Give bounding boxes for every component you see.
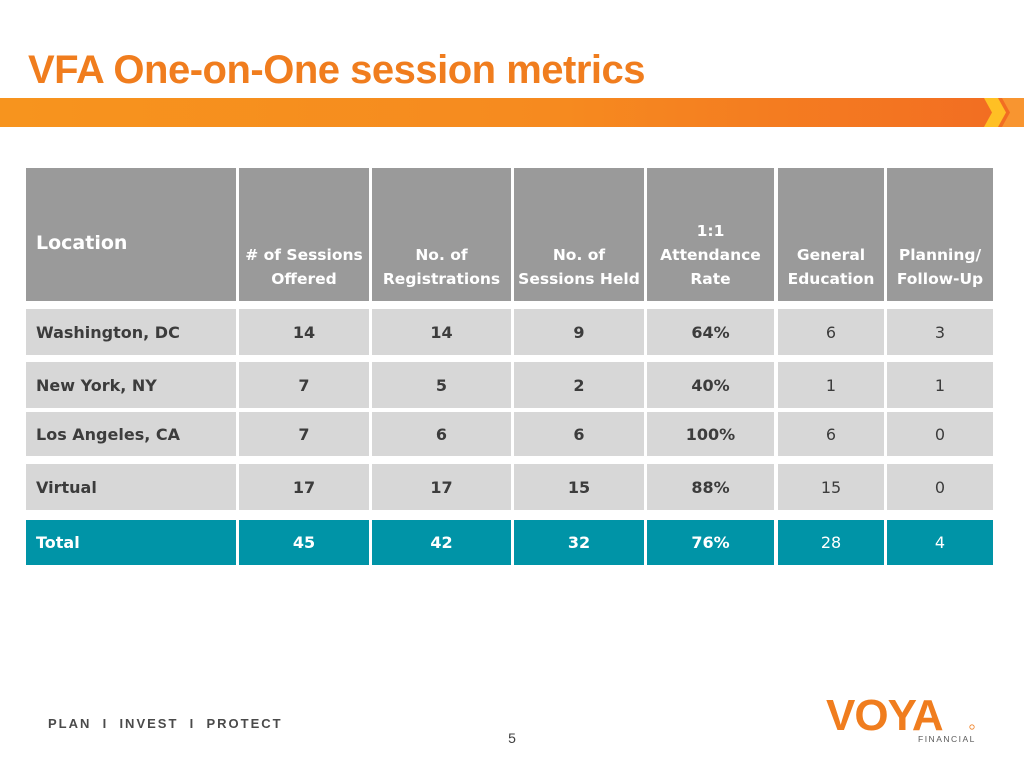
total-planning-cell: 4 (887, 520, 993, 565)
row-attendance-rate-cell: 40% (647, 362, 774, 408)
total-sessions-held-cell: 32 (514, 520, 644, 565)
row-general-education-cell: 6 (778, 412, 884, 456)
title-accent-bar (0, 98, 1024, 127)
row-sessions-held-cell: 6 (514, 412, 644, 456)
header-location: Location (26, 168, 236, 301)
row-attendance-rate-cell: 100% (647, 412, 774, 456)
row-location-cell: Virtual (26, 464, 236, 510)
voya-logo: VOYA FINANCIAL (826, 694, 976, 744)
row-planning-cell: 1 (887, 362, 993, 408)
header-sessions-offered: # of Sessions Offered (239, 168, 369, 301)
row-location-cell: New York, NY (26, 362, 236, 408)
row-registrations-cell: 5 (372, 362, 511, 408)
total-registrations-cell: 42 (372, 520, 511, 565)
row-sessions-held-cell: 2 (514, 362, 644, 408)
row-planning-cell: 0 (887, 412, 993, 456)
slide-title: VFA One-on-One session metrics (28, 48, 646, 92)
row-general-education-cell: 6 (778, 309, 884, 355)
row-general-education-cell: 15 (778, 464, 884, 510)
logo-subtitle: FINANCIAL (918, 734, 976, 744)
header-attendance-rate: 1:1 Attendance Rate (647, 168, 774, 301)
row-attendance-rate-cell: 64% (647, 309, 774, 355)
total-label-cell: Total (26, 520, 236, 565)
row-planning-cell: 0 (887, 464, 993, 510)
registered-mark-icon (969, 724, 975, 730)
row-general-education-cell: 1 (778, 362, 884, 408)
page-number: 5 (508, 730, 516, 746)
row-sessions-offered-cell: 17 (239, 464, 369, 510)
logo-wordmark: VOYA (826, 694, 943, 740)
total-sessions-offered-cell: 45 (239, 520, 369, 565)
header-planning-follow-up: Planning/ Follow-Up (887, 168, 993, 301)
row-planning-cell: 3 (887, 309, 993, 355)
row-sessions-offered-cell: 7 (239, 412, 369, 456)
chevron-accent-icon (984, 98, 1024, 127)
row-sessions-held-cell: 9 (514, 309, 644, 355)
row-sessions-offered-cell: 14 (239, 309, 369, 355)
row-attendance-rate-cell: 88% (647, 464, 774, 510)
row-location-cell: Washington, DC (26, 309, 236, 355)
row-sessions-held-cell: 15 (514, 464, 644, 510)
row-location-cell: Los Angeles, CA (26, 412, 236, 456)
row-registrations-cell: 17 (372, 464, 511, 510)
row-registrations-cell: 6 (372, 412, 511, 456)
total-attendance-rate-cell: 76% (647, 520, 774, 565)
row-registrations-cell: 14 (372, 309, 511, 355)
row-sessions-offered-cell: 7 (239, 362, 369, 408)
footer-tagline: PLAN I INVEST I PROTECT (48, 716, 283, 731)
header-registrations: No. of Registrations (372, 168, 511, 301)
header-sessions-held: No. of Sessions Held (514, 168, 644, 301)
header-general-education: General Education (778, 168, 884, 301)
total-general-education-cell: 28 (778, 520, 884, 565)
